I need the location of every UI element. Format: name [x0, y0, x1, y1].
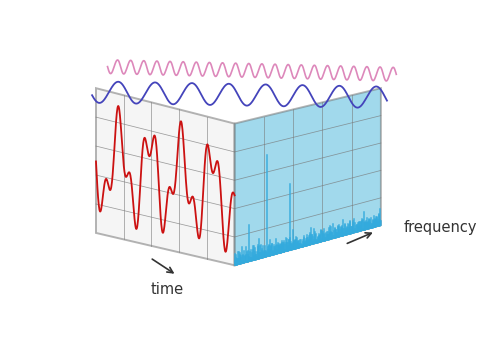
Polygon shape: [96, 88, 234, 265]
Text: frequency: frequency: [403, 220, 477, 235]
Polygon shape: [234, 88, 380, 265]
Text: time: time: [151, 282, 184, 297]
